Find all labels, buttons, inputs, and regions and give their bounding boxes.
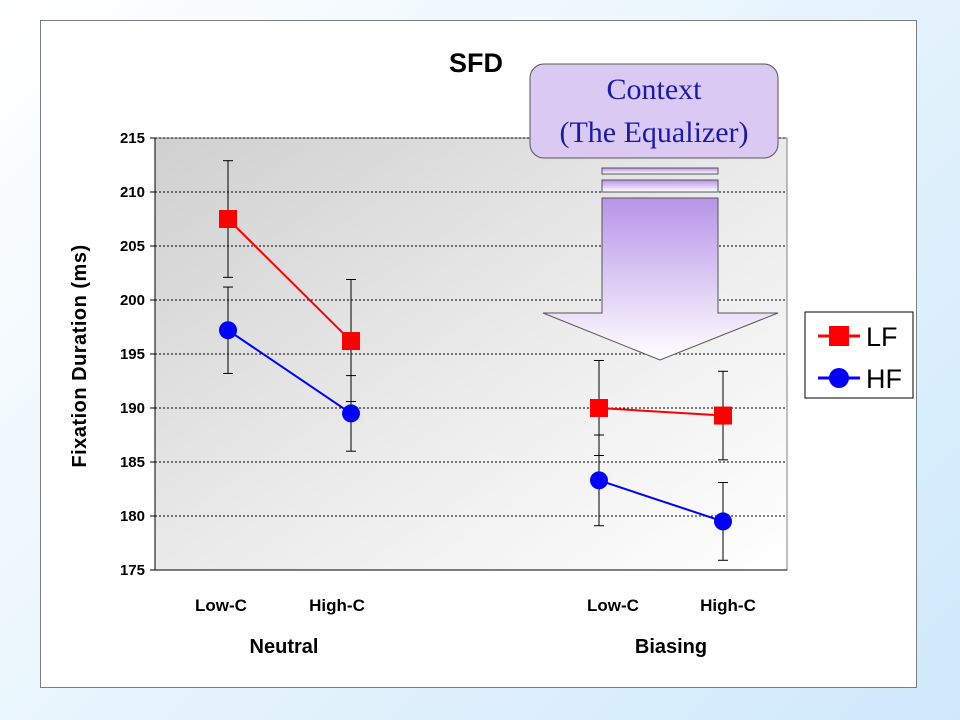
legend-marker-hf	[829, 368, 849, 388]
callout-box	[529, 63, 779, 159]
y-tick-label-190: 190	[120, 400, 145, 417]
category-label-biasing-high-c: High-C	[700, 596, 756, 615]
data-point-lf-1-0	[590, 399, 608, 417]
group-label-neutral: Neutral	[250, 636, 319, 658]
chart-title: SFD	[449, 48, 503, 78]
data-point-lf-0-1	[342, 332, 360, 351]
legend: LF HF	[804, 311, 914, 399]
y-tick-label-200: 200	[120, 292, 145, 309]
series-line-lf-group-0	[227, 218, 352, 342]
legend-label-hf: HF	[866, 364, 902, 394]
legend-box	[804, 311, 914, 399]
callout-line-1: Context	[607, 73, 703, 106]
y-tick-label-180: 180	[120, 508, 145, 525]
category-label-neutral-high-c: High-C	[309, 596, 365, 615]
grid-lines	[155, 137, 787, 517]
category-label-neutral-low-c: Low-C	[195, 596, 247, 615]
series-line-hf-group-1	[598, 479, 724, 523]
y-tick-labels: 175 180 185 190 195 200 205 210 215	[120, 130, 155, 579]
data-point-hf-1-1	[714, 512, 732, 531]
y-tick-label-195: 195	[120, 346, 145, 363]
y-tick-label-215: 215	[120, 130, 145, 147]
legend-marker-lf	[829, 326, 849, 346]
y-tick-label-185: 185	[120, 454, 145, 471]
y-tick-label-175: 175	[120, 562, 145, 579]
data-point-hf-0-0	[219, 321, 237, 340]
series-layer	[219, 160, 732, 561]
group-label-biasing: Biasing	[635, 636, 707, 658]
category-label-biasing-low-c: Low-C	[587, 596, 639, 615]
series-line-hf-group-0	[227, 329, 352, 415]
y-axis-label: Fixation Duration (ms)	[69, 244, 91, 467]
y-tick-label-205: 205	[120, 238, 145, 255]
data-point-lf-1-1	[714, 406, 732, 425]
data-point-hf-1-0	[590, 471, 608, 490]
series-line-lf-group-1	[598, 407, 724, 417]
y-tick-label-210: 210	[120, 184, 145, 201]
legend-label-lf: LF	[866, 322, 898, 352]
down-arrow-icon	[542, 167, 779, 361]
data-point-hf-0-1	[342, 404, 360, 423]
callout-line-2: (The Equalizer)	[559, 116, 748, 149]
data-point-lf-0-0	[219, 210, 237, 228]
